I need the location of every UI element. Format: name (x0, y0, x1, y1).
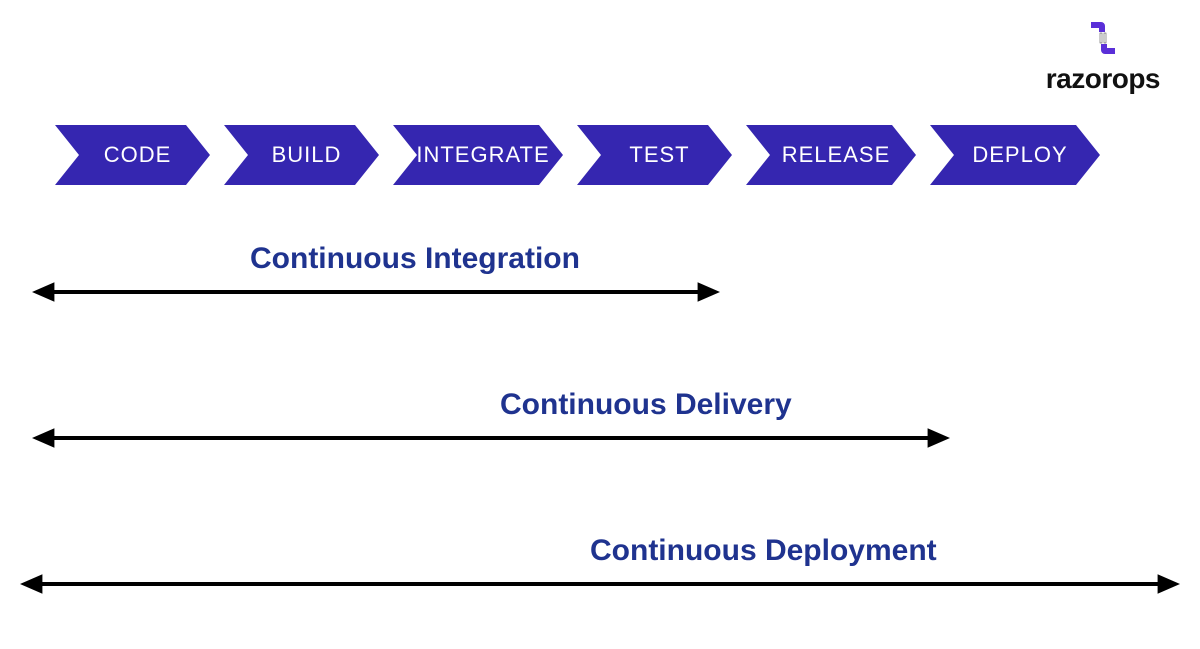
chevron-test: TEST (577, 125, 732, 185)
razorops-icon (1083, 18, 1123, 58)
chevron-label: INTEGRATE (393, 125, 563, 185)
span-label: Continuous Deployment (590, 534, 937, 568)
brand-name: razorops (1046, 63, 1160, 95)
chevron-build: BUILD (224, 125, 379, 185)
brand-logo: razorops (1046, 18, 1160, 95)
span-label: Continuous Integration (250, 242, 580, 276)
chevron-label: TEST (577, 125, 732, 185)
double-arrow (20, 568, 1180, 600)
chevron-deploy: DEPLOY (930, 125, 1100, 185)
chevron-label: RELEASE (746, 125, 916, 185)
chevron-label: CODE (55, 125, 210, 185)
double-arrow (32, 422, 950, 454)
chevron-label: DEPLOY (930, 125, 1100, 185)
chevron-code: CODE (55, 125, 210, 185)
double-arrow (32, 276, 720, 308)
chevron-release: RELEASE (746, 125, 916, 185)
chevron-integrate: INTEGRATE (393, 125, 563, 185)
chevron-label: BUILD (224, 125, 379, 185)
span-label: Continuous Delivery (500, 388, 792, 422)
